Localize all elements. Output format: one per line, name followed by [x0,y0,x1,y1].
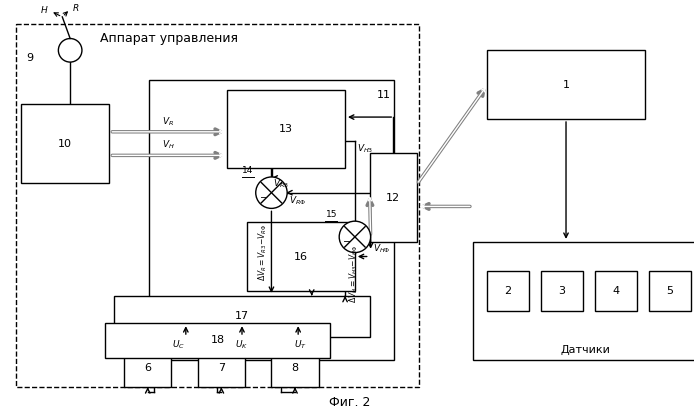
Bar [370,154,416,242]
Text: Аппарат управления: Аппарат управления [100,32,238,45]
Text: 7: 7 [218,364,225,374]
Text: 14: 14 [242,166,254,175]
Bar [542,271,582,310]
Text: $V_{R\Phi}$: $V_{R\Phi}$ [289,195,307,207]
Text: $U_C$: $U_C$ [172,339,185,352]
Text: $H$: $H$ [40,4,48,15]
Bar [596,271,637,310]
Text: 13: 13 [279,124,293,134]
Text: 1: 1 [563,80,570,90]
Text: 17: 17 [235,311,249,321]
Text: $\Delta V_R{=}V_{R3}{-}V_{R\Phi}$: $\Delta V_R{=}V_{R3}{-}V_{R\Phi}$ [256,223,269,281]
Text: $\Delta V_H{=}V_{H3}{-}V_{H\Phi}$: $\Delta V_H{=}V_{H3}{-}V_{H\Phi}$ [347,245,360,303]
Bar [148,80,394,360]
Text: 6: 6 [144,364,151,374]
Text: 3: 3 [559,286,566,296]
Text: 5: 5 [666,286,673,296]
Text: 2: 2 [505,286,512,296]
Text: $R$: $R$ [72,2,80,12]
Text: 10: 10 [58,139,72,149]
Bar [473,242,699,360]
Bar [650,271,691,310]
Text: 18: 18 [211,335,225,345]
Bar [247,222,355,291]
Text: $V_H$: $V_H$ [162,139,175,151]
Text: 9: 9 [26,53,33,63]
Text: 8: 8 [291,364,299,374]
Bar [272,350,318,387]
Text: $V_{H3}$: $V_{H3}$ [357,143,373,155]
Text: 16: 16 [294,251,308,261]
Bar [114,296,370,337]
Text: $-$: $-$ [259,190,268,200]
Text: Датчики: Датчики [561,345,610,355]
Bar [124,350,172,387]
Circle shape [58,39,82,62]
Text: $-$: $-$ [342,235,351,245]
Text: 4: 4 [612,286,620,296]
Circle shape [340,221,370,253]
Text: $U_T$: $U_T$ [294,339,307,352]
Text: $V_R$: $V_R$ [162,115,174,128]
Bar [487,271,528,310]
Text: $V_{R3}$: $V_{R3}$ [274,178,289,190]
Text: 12: 12 [386,193,400,203]
Text: $V_{H\Phi}$: $V_{H\Phi}$ [372,243,390,255]
Text: 11: 11 [377,90,391,100]
Text: Фиг. 2: Фиг. 2 [329,395,371,409]
Circle shape [256,177,287,208]
Bar [487,50,645,119]
Bar [16,24,419,387]
Text: 15: 15 [326,210,337,219]
Bar [228,90,345,168]
Bar [21,104,109,183]
Bar [198,350,245,387]
Text: $U_K$: $U_K$ [235,339,248,352]
Bar [104,323,330,358]
